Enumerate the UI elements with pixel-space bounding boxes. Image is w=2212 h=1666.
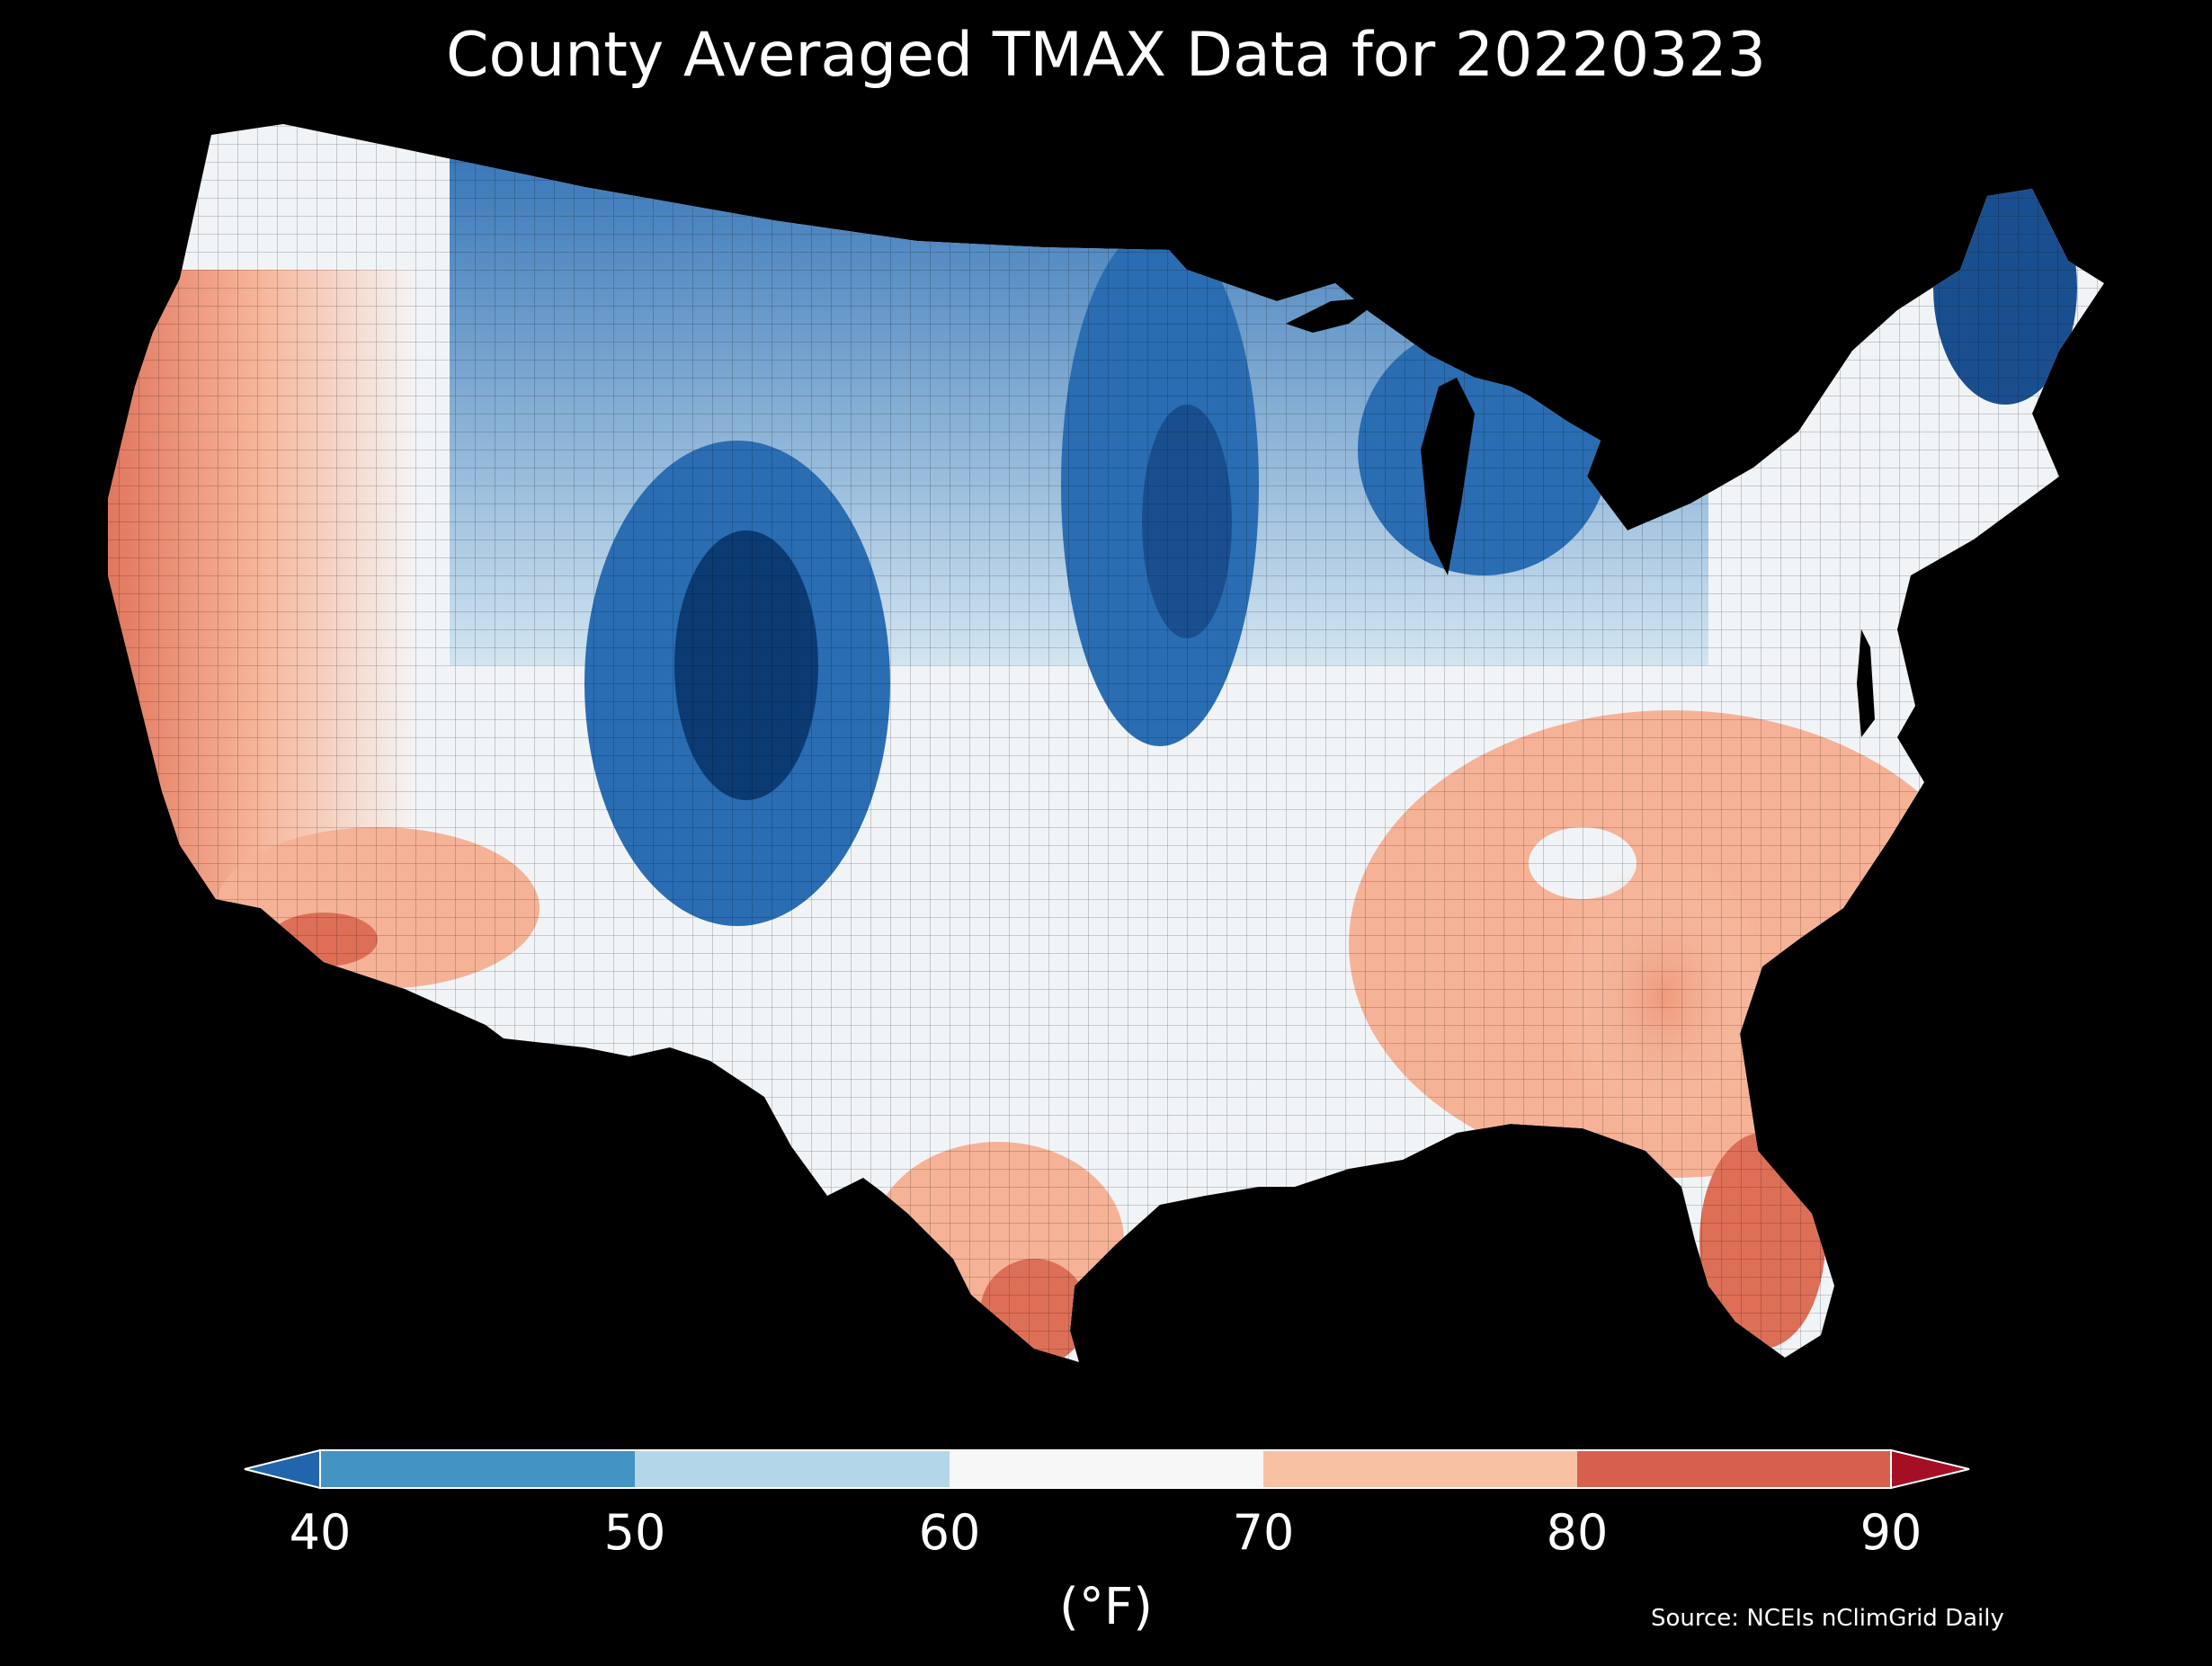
- map-title: County Averaged TMAX Data for 20220323: [446, 20, 1766, 91]
- colorbar-tick-60: 60: [918, 1504, 981, 1561]
- colorbar-tick-50: 50: [603, 1504, 666, 1561]
- chesapeake-bay: [1857, 629, 1875, 737]
- colorbar-unit-label: (°F): [1059, 1578, 1153, 1636]
- source-credit: Source: NCEIs nClimGrid Daily: [1651, 1605, 2004, 1632]
- colorbar-tick-80: 80: [1546, 1504, 1609, 1561]
- colorbar-tick-40: 40: [289, 1504, 352, 1561]
- colorbar-tick-90: 90: [1860, 1504, 1922, 1561]
- lake-superior: [1286, 297, 1385, 333]
- lake-michigan: [1421, 378, 1475, 575]
- colorbar-tick-70: 70: [1232, 1504, 1295, 1561]
